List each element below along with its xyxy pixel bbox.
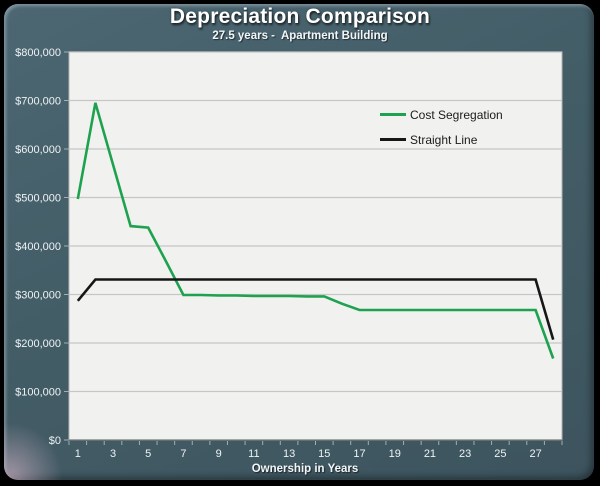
chart-panel — [4, 4, 594, 480]
legend-item-cost-segregation: Cost Segregation — [380, 102, 503, 127]
legend-line-swatch-cost-segregation — [380, 113, 406, 116]
legend-label: Straight Line — [410, 132, 478, 147]
chart-subtitle: 27.5 years - Apartment Building — [212, 30, 388, 42]
legend-line-swatch-straight-line — [380, 138, 406, 141]
legend: Cost Segregation Straight Line — [380, 102, 503, 152]
legend-label: Cost Segregation — [410, 107, 503, 122]
chart-title: Depreciation Comparison — [169, 5, 431, 28]
legend-item-straight-line: Straight Line — [380, 127, 503, 152]
x-axis-title: Ownership in Years — [251, 463, 359, 475]
